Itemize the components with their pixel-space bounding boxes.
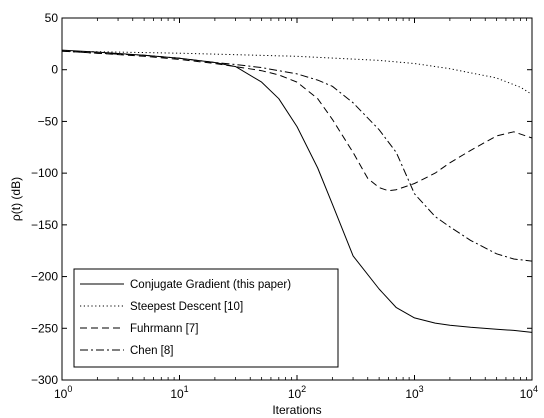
x-tick-label: 103 (405, 384, 423, 401)
x-tick-label: 104 (520, 384, 538, 401)
y-tick-label: −200 (31, 270, 58, 284)
y-tick-label: 0 (51, 63, 58, 77)
legend-box (73, 268, 339, 368)
y-tick-label: −50 (38, 114, 59, 128)
x-tick-label: 100 (54, 384, 72, 401)
x-axis-label: Iterations (272, 403, 321, 417)
y-tick-label: −100 (31, 166, 58, 180)
series-line (61, 50, 533, 95)
y-tick-label: −250 (31, 321, 58, 335)
axis-ticks: 100 101 102 103 104 50 0 −50 −100 −150 −200 −250 −30… (31, 11, 538, 401)
legend-label: Fuhrmann [7] (130, 323, 198, 335)
y-axis-label: ρ(t) (dB) (9, 177, 23, 221)
y-tick-label: −300 (31, 373, 58, 387)
y-tick-label: −150 (31, 218, 58, 232)
x-tick-label: 101 (170, 384, 188, 401)
series-line (61, 50, 533, 262)
x-tick-label: 102 (288, 384, 306, 401)
legend-label: Conjugate Gradient (this paper) (130, 279, 291, 291)
legend-label: Chen [8] (130, 345, 173, 357)
legend-label: Steepest Descent [10] (130, 301, 243, 313)
series-layer (61, 49, 533, 333)
y-tick-label: 50 (45, 11, 59, 25)
legend: Conjugate Gradient (this paper) Steepest … (73, 268, 339, 368)
